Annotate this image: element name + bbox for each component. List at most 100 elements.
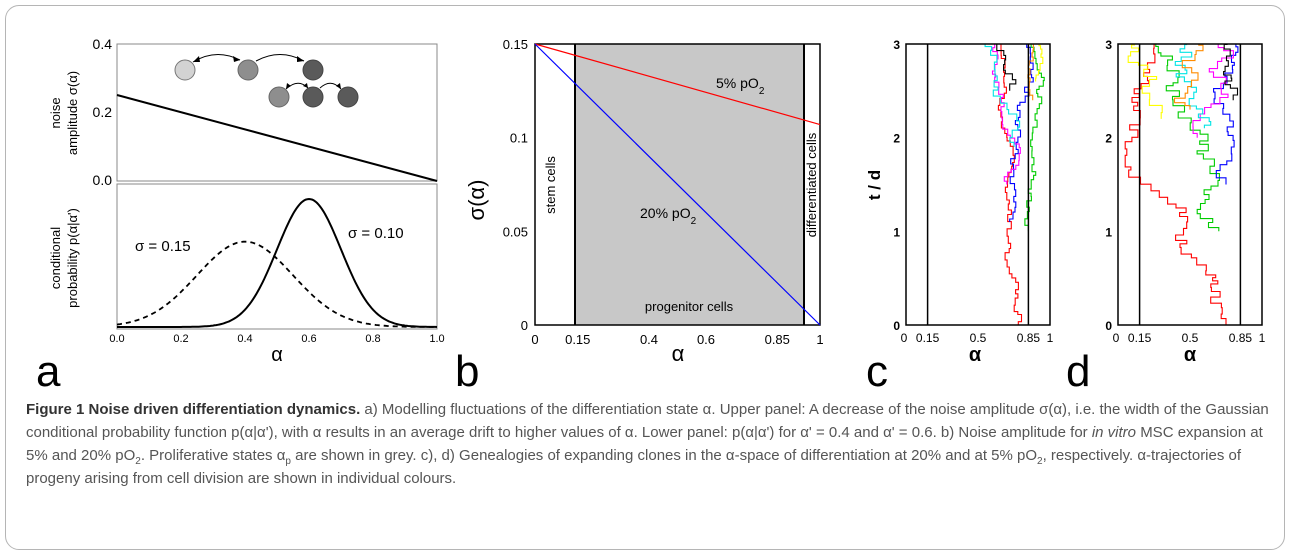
- panel-d-trajectory: [1213, 43, 1239, 185]
- panel-b-xtick: 1: [816, 332, 823, 347]
- panel-c: 3 2 1 0 0 0.15 0.5 0.85 1 t / d α c: [865, 38, 1054, 390]
- cell-dark-icon: [302, 59, 324, 81]
- panel-c-ytick: 0: [893, 319, 900, 333]
- caption-text: MSC expansion at 5% and 20% pO: [26, 424, 1263, 464]
- panel-b-xtick: 0.15: [565, 332, 590, 347]
- panel-d-ytick: 2: [1105, 132, 1112, 146]
- panel-c-ytick: 3: [893, 38, 900, 52]
- panel-a-annotation-sigma015: σ = 0.15: [135, 238, 191, 255]
- caption-emphasis: in vitro: [1091, 424, 1137, 441]
- panel-b-label-5pct: 5% pO2: [716, 75, 765, 97]
- panel-c-frame: [905, 43, 1051, 326]
- panel-a-bottom-frame: [116, 183, 438, 330]
- panel-c-xtick: 1: [1047, 331, 1054, 345]
- panel-b-ytick: 0: [521, 318, 528, 333]
- cell-mid-icon: [268, 86, 290, 108]
- panel-d-xtick: 0.15: [1128, 331, 1152, 345]
- caption-sub: 2: [135, 456, 141, 467]
- panel-b-ytick: 0.05: [503, 224, 528, 239]
- panel-d-ytick: 3: [1105, 38, 1112, 52]
- panel-b-region-differentiated: differentiated cells: [804, 132, 819, 237]
- panel-d-xlabel: α: [1184, 344, 1197, 366]
- arrowheads: [193, 56, 341, 89]
- caption-sub: 2: [1037, 456, 1043, 467]
- panel-a-xtick: 0.8: [365, 333, 380, 345]
- figure-caption: Figure 1 Noise driven differentiation dy…: [26, 398, 1271, 490]
- panel-c-ylabel: t / d: [865, 170, 884, 200]
- panel-d-xtick: 0: [1113, 331, 1120, 345]
- panel-c-ytick: 1: [893, 225, 900, 239]
- panel-d-yticks: 3 2 1 0: [1105, 38, 1112, 333]
- panel-b-frame: [534, 43, 821, 326]
- panel-b-progenitor-shade: [575, 44, 804, 325]
- panel-b-xtick: 0.85: [765, 332, 790, 347]
- panel-d-trajectory: [1124, 43, 1227, 325]
- panel-b-ytick: 0.15: [503, 37, 528, 52]
- panel-b-ytick: 0.1: [510, 131, 528, 146]
- panel-label-d: d: [1066, 347, 1090, 390]
- panel-c-trajectory: [997, 43, 1023, 325]
- caption-title: Figure 1 Noise driven differentiation dy…: [26, 401, 361, 418]
- panel-c-trajectory: [984, 43, 1021, 147]
- arrow-icon: [255, 54, 305, 62]
- panel-b-xlabel: α: [672, 341, 685, 366]
- panel-label-b: b: [455, 347, 479, 390]
- caption-text: . Proliferative states α: [140, 447, 286, 464]
- panel-a-top-ytick: 0.2: [93, 104, 113, 120]
- panel-b-xtick: 0.4: [640, 332, 658, 347]
- panel-a-noise-line: [116, 94, 438, 182]
- panel-d: 3 2 1 0 0 0.15 0.5 0.85 1 α d: [1066, 38, 1266, 390]
- panel-d-frame: [1117, 43, 1263, 326]
- panel-a-xtick: 0.0: [109, 333, 124, 345]
- caption-text: are shown in grey. c), d) Genealogies of…: [295, 447, 1038, 464]
- panel-c-trajectory: [1009, 43, 1034, 222]
- cell-dark-icon: [337, 86, 359, 108]
- panel-b-xticks: 0 0.15 0.4 0.6 0.85 1: [531, 332, 823, 347]
- panel-label-c: c: [866, 347, 888, 390]
- panel-b-xtick: 0.6: [697, 332, 715, 347]
- panel-c-trajectories: [984, 43, 1045, 325]
- panel-d-trajectory: [1127, 43, 1163, 119]
- arrow-icon: [192, 54, 241, 63]
- panel-d-ytick: 1: [1105, 225, 1112, 239]
- panel-d-xtick: 0.85: [1229, 331, 1253, 345]
- panel-b-xtick: 0: [531, 332, 538, 347]
- panel-a-bottom-ylabel-2: probability p(α|α'): [65, 208, 80, 308]
- panel-c-ytick: 2: [893, 132, 900, 146]
- panel-c-xtick: 0.85: [1017, 331, 1041, 345]
- panel-c-xtick: 0.5: [970, 331, 987, 345]
- caption-text: , respectively. α-trajectories of progen…: [26, 447, 1242, 487]
- panel-d-trajectory: [1192, 43, 1234, 138]
- cell-dark-icon: [302, 86, 324, 108]
- panel-a-xtick: 0.6: [301, 333, 316, 345]
- panel-c-xlabel: α: [969, 344, 982, 366]
- panel-d-xtick: 1: [1259, 331, 1266, 345]
- panel-a-top-ytick: 0.0: [93, 172, 113, 188]
- panel-label-a: a: [36, 347, 61, 390]
- panel-b-region-progenitor: progenitor cells: [645, 299, 734, 314]
- panel-a: 0.4 0.2 0.0 noise amplitude σ(α) conditi…: [36, 36, 445, 390]
- panel-d-trajectory: [1173, 43, 1204, 110]
- panel-a-top-ylabel-1: noise: [48, 97, 63, 128]
- panel-a-xticks: 0.0 0.2 0.4 0.6 0.8 1.0: [109, 333, 444, 345]
- panel-d-xticks: 0 0.15 0.5 0.85 1: [1113, 331, 1266, 345]
- caption-sub: p: [285, 456, 291, 467]
- figure-frame: [5, 5, 1285, 550]
- panel-d-trajectory: [1155, 43, 1220, 232]
- gauss-sigma-010: [117, 197, 438, 328]
- panel-a-annotation-sigma010: σ = 0.10: [348, 225, 404, 242]
- panel-d-trajectories: [1124, 43, 1239, 325]
- figure: 0.4 0.2 0.0 noise amplitude σ(α) conditi…: [36, 36, 1266, 390]
- panel-d-xtick: 0.5: [1182, 331, 1199, 345]
- panel-c-yticks: 3 2 1 0: [893, 38, 900, 333]
- panel-b-label-20pct: 20% pO2: [640, 205, 697, 227]
- panel-a-bottom-ylabel-1: conditional: [48, 227, 63, 289]
- panel-c-trajectory: [991, 43, 1021, 185]
- caption-text: a) Modelling fluctuations of the differe…: [26, 401, 1269, 441]
- panel-a-xtick: 0.4: [237, 333, 252, 345]
- panel-b: 5% pO2 20% pO2 stem cells progenitor cel…: [455, 37, 824, 390]
- panel-c-xticks: 0 0.15 0.5 0.85 1: [901, 331, 1054, 345]
- panel-a-top-frame: [116, 43, 438, 182]
- cell-mid-icon: [237, 59, 259, 81]
- panel-b-line-20pct: [534, 43, 821, 326]
